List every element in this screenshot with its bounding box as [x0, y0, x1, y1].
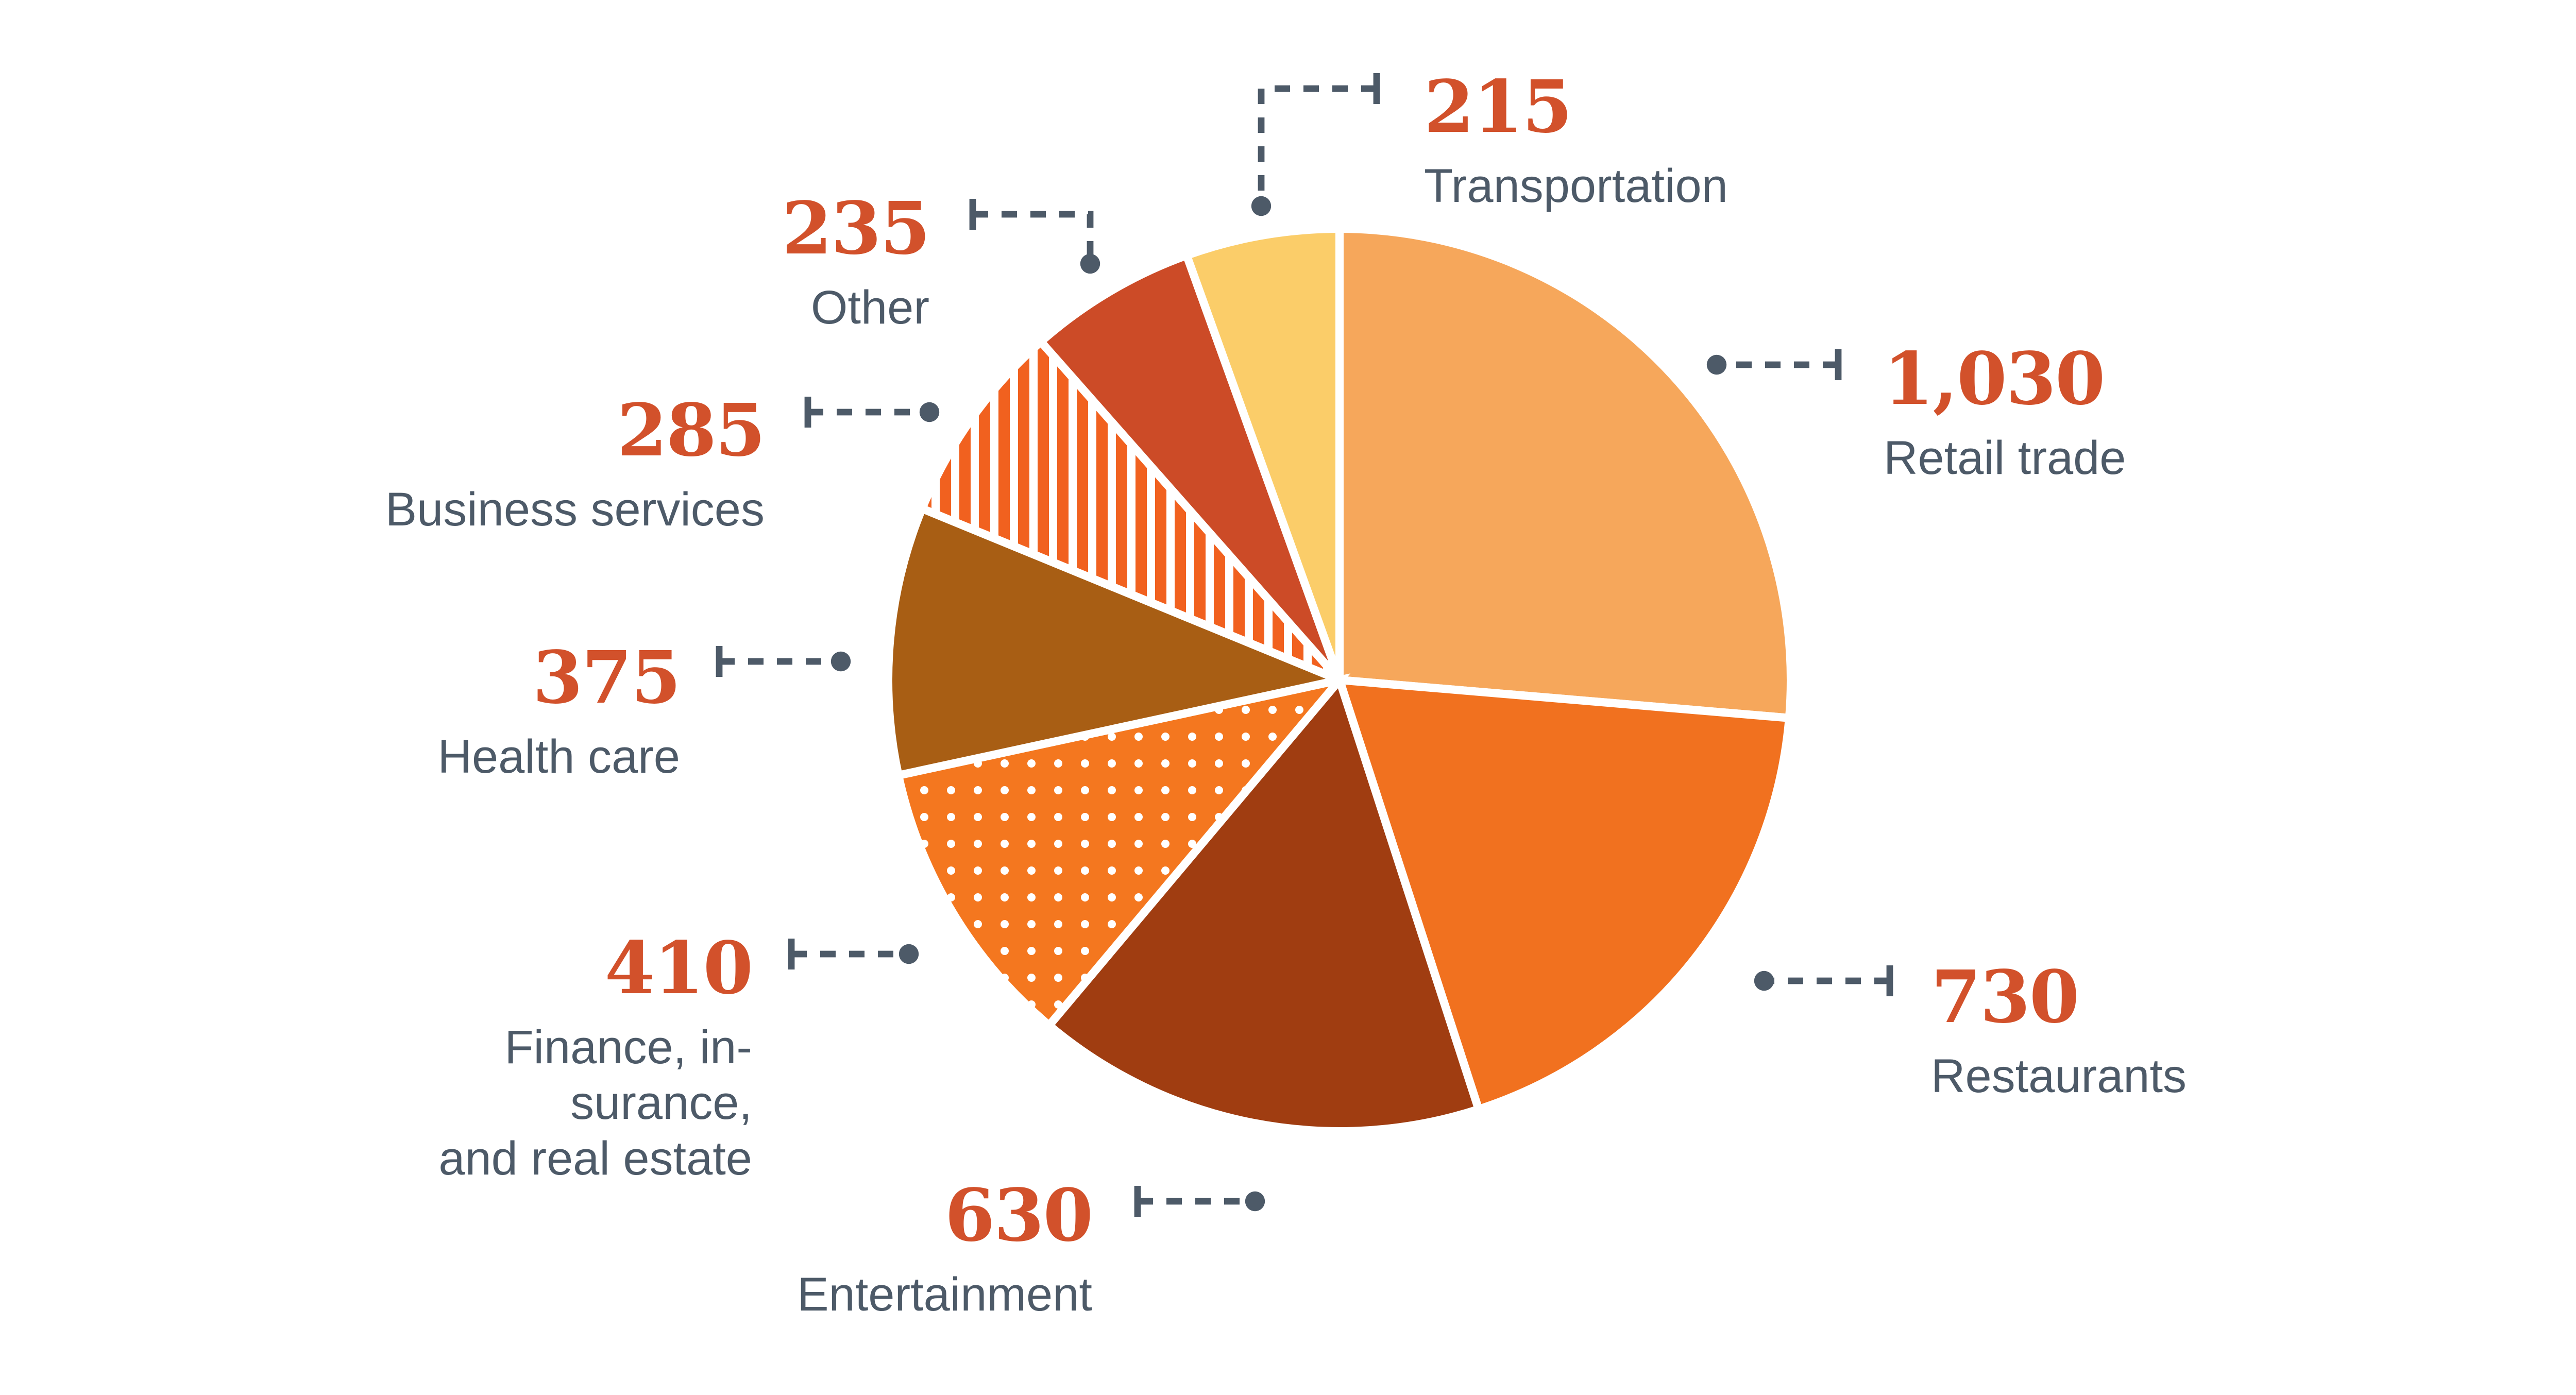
label-health-care: Health care	[437, 729, 681, 783]
pie-slice-health-care	[884, 503, 1353, 780]
callout-finance-insurance-real-estate: 410 Finance, in- surance, and real estat…	[438, 927, 753, 1187]
leader-dot-other	[1080, 253, 1100, 274]
leader-retail-trade	[1706, 349, 1842, 380]
leader-entertainment	[1134, 1186, 1265, 1217]
value-other: 235	[782, 188, 930, 272]
pie-slice-transportation	[1181, 224, 1344, 682]
callout-business-services: 285 Business services	[385, 389, 766, 538]
value-finance-insurance-real-estate: 410	[604, 927, 753, 1012]
callout-entertainment: 630 Entertainment	[797, 1175, 1093, 1323]
leader-dot-entertainment	[1245, 1191, 1265, 1212]
label-business-services: Business services	[385, 482, 765, 536]
callout-transportation: 215 Transportation	[1424, 66, 1728, 214]
leader-dot-retail-trade	[1706, 354, 1727, 375]
leader-restaurants	[1754, 965, 1893, 996]
leader-transportation	[1251, 73, 1380, 216]
leader-line-transportation	[1258, 85, 1377, 206]
callout-health-care: 375 Health care	[438, 637, 681, 785]
leader-dot-restaurants	[1754, 971, 1774, 991]
callout-retail-trade: 1,030 Retail trade	[1884, 338, 2126, 486]
leader-business-services	[804, 397, 940, 428]
leader-dot-transportation	[1251, 196, 1272, 216]
leader-health-care	[716, 646, 851, 677]
leader-dot-health-care	[831, 651, 851, 672]
label-restaurants: Restaurants	[1931, 1049, 2187, 1102]
callout-other: 235 Other	[782, 188, 930, 336]
leader-dot-finance-insurance-and-real-estate	[899, 944, 919, 964]
value-retail-trade: 1,030	[1884, 338, 2105, 422]
pie-slice-business-services	[917, 335, 1343, 684]
value-business-services: 285	[617, 389, 766, 474]
value-health-care: 375	[532, 637, 681, 721]
label-finance-insurance-real-estate: Finance, in- surance, and real estate	[438, 1020, 752, 1185]
label-entertainment: Entertainment	[797, 1267, 1092, 1321]
label-retail-trade: Retail trade	[1884, 431, 2126, 484]
leader-other	[969, 199, 1100, 274]
pie-slice-finance-insurance-and-real-estate	[893, 673, 1351, 1031]
callout-restaurants: 730 Restaurants	[1931, 956, 2187, 1104]
value-transportation: 215	[1424, 66, 1572, 150]
pie-slice-entertainment	[1043, 671, 1484, 1136]
pie-slice-other	[1035, 250, 1344, 683]
leader-dot-business-services	[919, 402, 940, 422]
value-entertainment: 630	[944, 1175, 1093, 1259]
value-restaurants: 730	[1931, 956, 2079, 1041]
leader-line-other	[973, 211, 1094, 264]
pie-slice-restaurants	[1333, 675, 1794, 1115]
label-other: Other	[810, 280, 929, 334]
leader-finance-insurance-and-real-estate	[788, 939, 919, 969]
pie-slice-retail-trade	[1335, 224, 1795, 723]
label-transportation: Transportation	[1424, 159, 1728, 212]
